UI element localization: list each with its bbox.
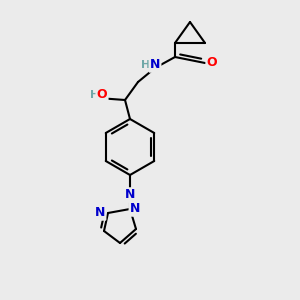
Text: N: N [95, 206, 105, 220]
Text: N: N [130, 202, 140, 215]
Text: H: H [141, 60, 151, 70]
Text: N: N [150, 58, 160, 71]
Text: N: N [125, 188, 135, 202]
Text: O: O [97, 88, 107, 101]
Text: O: O [207, 56, 217, 70]
Text: H: H [90, 90, 100, 100]
